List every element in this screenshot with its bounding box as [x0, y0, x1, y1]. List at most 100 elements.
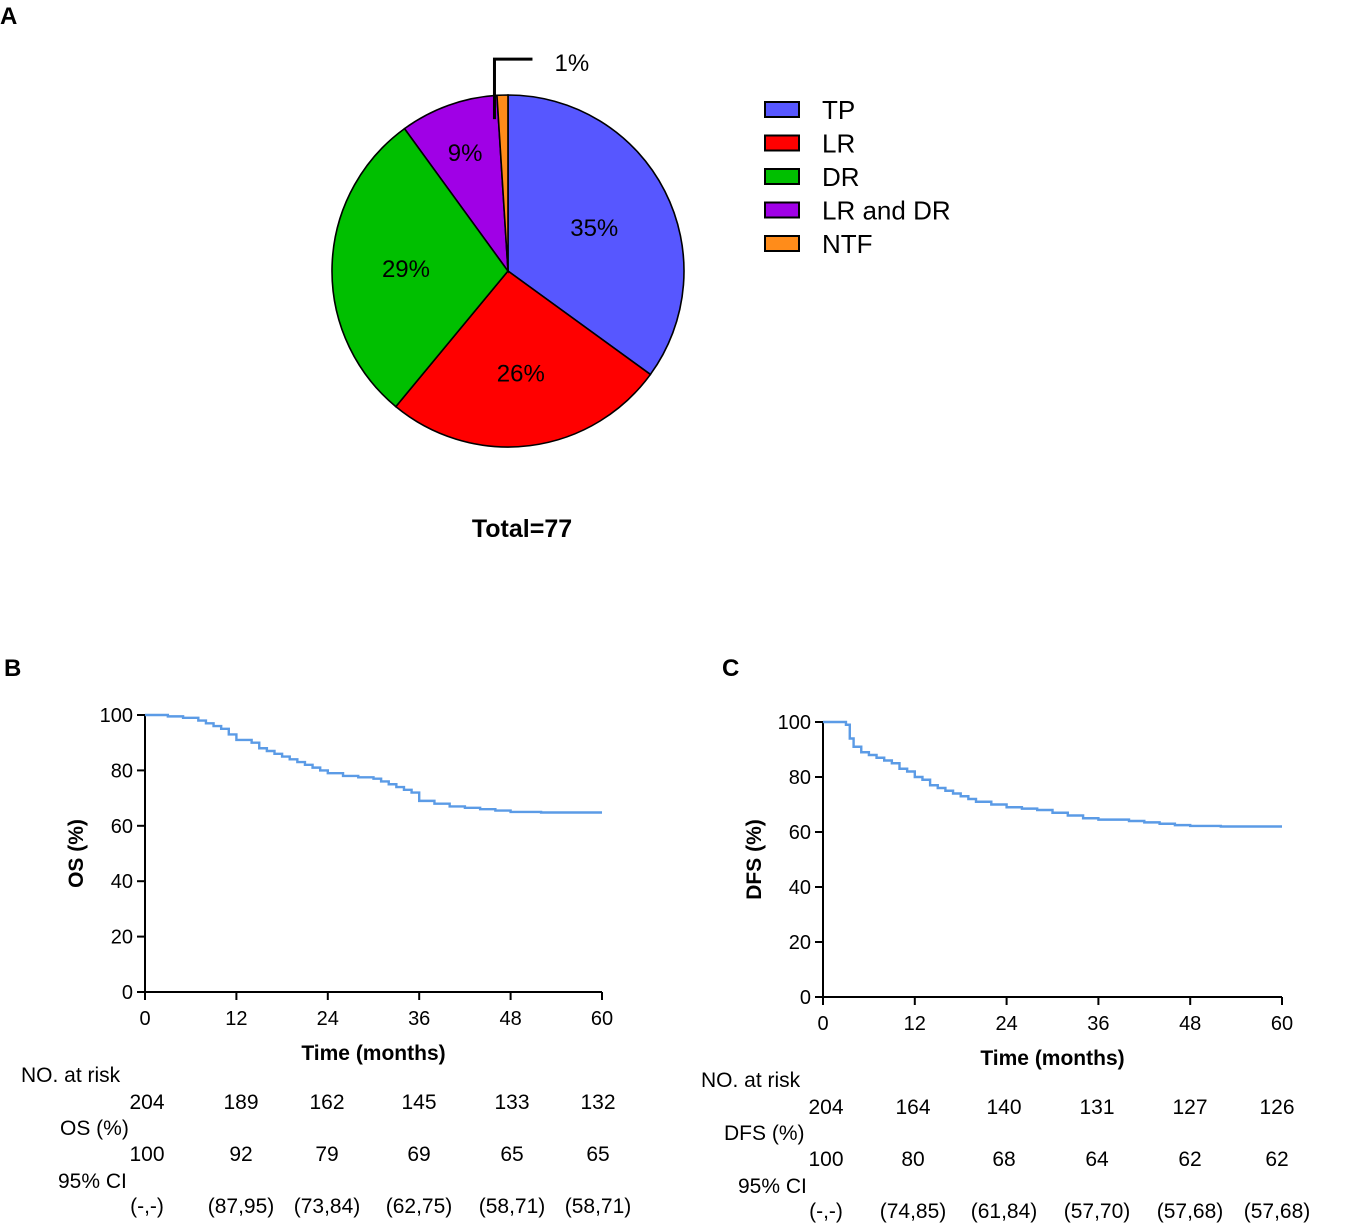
pie-slice-dr	[331, 127, 510, 408]
os-ytick-label: 0	[122, 982, 133, 1004]
dfs-ytick-label: 80	[789, 767, 811, 789]
dfs-survival-chart: 0 20 40 60 80 100 0 12 24 36 48 60 Time (months) DFS …	[743, 712, 1293, 1070]
dfs-ci-cell: (57,70)	[1064, 1200, 1131, 1223]
os-xtick-label: 48	[499, 1008, 521, 1030]
dfs-xtick-label: 0	[817, 1013, 828, 1035]
legend-swatch-tp	[764, 101, 800, 118]
os-ytick-label: 60	[111, 816, 133, 838]
pie-slice-ntf	[496, 94, 509, 272]
os-rates-cell: 100	[129, 1143, 164, 1166]
os-ytick-label: 20	[111, 927, 133, 949]
os-xtick-label: 36	[408, 1008, 430, 1030]
os-ytick-label: 40	[111, 871, 133, 893]
os-xtick-label: 12	[225, 1008, 247, 1030]
pie-label-lr: 26%	[497, 360, 545, 387]
legend-label-ntf: NTF	[822, 229, 873, 259]
dfs-ci-cell: (61,84)	[971, 1200, 1038, 1223]
dfs-xtick-label: 36	[1087, 1013, 1109, 1035]
pie-total-caption: Total=77	[472, 515, 572, 543]
dfs-at-risk-cell: 164	[895, 1096, 930, 1119]
legend-swatch-lr	[764, 134, 800, 152]
dfs-at-risk-cell: 131	[1079, 1096, 1114, 1119]
legend-swatch-dr	[764, 168, 800, 185]
os-rates-cell: 79	[315, 1143, 338, 1166]
os-ytick-label: 100	[100, 705, 133, 727]
dfs-survival-curve	[823, 720, 1282, 828]
dfs-ci-cell: (57,68)	[1157, 1200, 1224, 1223]
dfs-xtick-label: 60	[1271, 1013, 1293, 1035]
dfs-at-risk-cell: 204	[808, 1096, 843, 1119]
dfs-ytick-label: 60	[789, 822, 811, 844]
dfs-rates-cell: 64	[1085, 1148, 1109, 1171]
dfs-rates-cell: 62	[1265, 1148, 1288, 1171]
os-ci-cell: (-,-)	[130, 1195, 164, 1218]
dfs-at-risk-cell: 127	[1172, 1096, 1207, 1119]
os-at-risk-cell: 204	[129, 1091, 164, 1114]
dfs-risk-table: NO. at risk DFS (%) 95% CI 204 164 140 131 1…	[701, 1069, 1310, 1223]
dfs-ci-cell: (-,-)	[809, 1200, 843, 1223]
os-at-risk-cell: 133	[494, 1091, 529, 1114]
os-survival-curve	[145, 713, 602, 814]
os-rates-cell: 65	[500, 1143, 523, 1166]
pie-label-dr: 29%	[382, 256, 430, 283]
os-at-risk-cell: 189	[223, 1091, 258, 1114]
os-ci-cell: (58,71)	[565, 1195, 632, 1218]
os-ci-cell: (73,84)	[294, 1195, 361, 1218]
os-rates-cell: 65	[586, 1143, 609, 1166]
pie-chart: 35% 26% 29% 9% 1%	[331, 50, 685, 448]
legend-label-lr-and-dr: LR and DR	[822, 196, 951, 226]
pie-label-lr-and-dr: 9%	[448, 140, 483, 167]
os-survival-chart: 0 20 40 60 80 100 0 12 24 36 48 60 Time (months) OS (…	[65, 705, 613, 1065]
os-xtick-label: 60	[591, 1008, 613, 1030]
legend-label-lr: LR	[822, 129, 855, 159]
pie-slice-lr	[394, 269, 652, 448]
dfs-xtick-label: 12	[904, 1013, 926, 1035]
os-rates-cell: 69	[407, 1143, 430, 1166]
dfs-ci-label: 95% CI	[738, 1175, 807, 1198]
dfs-xtick-label: 48	[1179, 1013, 1201, 1035]
legend-swatch-lr-and-dr	[764, 201, 800, 219]
dfs-ytick-label: 100	[778, 712, 811, 734]
pie-label-tp: 35%	[570, 215, 618, 242]
dfs-xtick-label: 24	[995, 1013, 1017, 1035]
os-at-risk-cell: 162	[309, 1091, 344, 1114]
dfs-ci-cell: (57,68)	[1244, 1200, 1311, 1223]
dfs-at-risk-cell: 126	[1259, 1096, 1294, 1119]
dfs-y-axis-title: DFS (%)	[743, 819, 766, 900]
panel-c-letter: C	[722, 655, 739, 682]
os-x-axis-title: Time (months)	[301, 1042, 445, 1065]
os-rates-cell: 92	[229, 1143, 252, 1166]
dfs-ytick-label: 40	[789, 877, 811, 899]
pie-label-ntf: 1%	[554, 50, 589, 77]
dfs-rates-cell: 62	[1178, 1148, 1201, 1171]
os-ci-cell: (62,75)	[386, 1195, 453, 1218]
panel-a-letter: A	[0, 3, 17, 30]
legend-label-dr: DR	[822, 162, 860, 192]
dfs-ytick-label: 0	[800, 987, 811, 1009]
os-rate-label: OS (%)	[60, 1117, 129, 1140]
dfs-x-axis-title: Time (months)	[980, 1047, 1124, 1070]
pie-leader-line	[492, 57, 533, 120]
os-at-risk-cell: 132	[580, 1091, 615, 1114]
os-risk-table: NO. at risk OS (%) 95% CI 204 189 162 145 13…	[21, 1064, 631, 1218]
dfs-ci-cell: (74,85)	[880, 1200, 947, 1223]
legend-swatch-ntf	[764, 235, 800, 252]
pie-slice-tp	[507, 94, 685, 376]
os-ytick-label: 80	[111, 760, 133, 782]
dfs-rates-cell: 68	[992, 1148, 1015, 1171]
os-at-risk-cell: 145	[401, 1091, 436, 1114]
os-ci-cell: (87,95)	[208, 1195, 275, 1218]
os-ci-cell: (58,71)	[479, 1195, 546, 1218]
dfs-risk-heading: NO. at risk	[701, 1069, 801, 1092]
os-y-axis-title: OS (%)	[65, 819, 88, 888]
os-risk-heading: NO. at risk	[21, 1064, 121, 1087]
dfs-rate-label: DFS (%)	[724, 1122, 805, 1145]
os-xtick-label: 0	[139, 1008, 150, 1030]
dfs-ytick-label: 20	[789, 932, 811, 954]
dfs-rates-cell: 80	[901, 1148, 924, 1171]
dfs-at-risk-cell: 140	[986, 1096, 1021, 1119]
dfs-rates-cell: 100	[808, 1148, 843, 1171]
os-xtick-label: 24	[317, 1008, 339, 1030]
